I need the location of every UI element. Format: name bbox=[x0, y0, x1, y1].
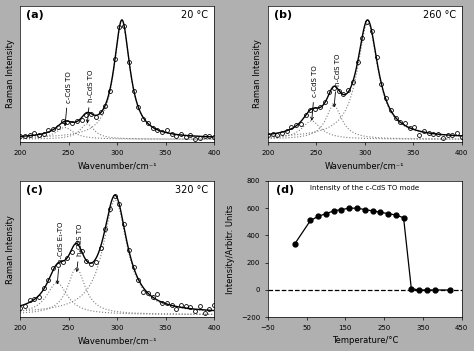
Text: c-CdS TO: c-CdS TO bbox=[310, 65, 319, 120]
Text: (c): (c) bbox=[26, 185, 43, 195]
Text: (b): (b) bbox=[273, 9, 292, 20]
Text: Intensity of the c-CdS TO mode: Intensity of the c-CdS TO mode bbox=[310, 185, 419, 191]
Y-axis label: Raman Intensity: Raman Intensity bbox=[6, 39, 15, 108]
Text: c-CdS TO: c-CdS TO bbox=[64, 71, 72, 126]
Text: h-CdS TO: h-CdS TO bbox=[333, 54, 341, 107]
X-axis label: Wavenumber/cm⁻¹: Wavenumber/cm⁻¹ bbox=[77, 161, 157, 170]
Text: 320 °C: 320 °C bbox=[175, 185, 208, 195]
Y-axis label: Raman Intensity: Raman Intensity bbox=[6, 215, 15, 284]
Text: h-CdS TO: h-CdS TO bbox=[86, 70, 94, 122]
Text: (d): (d) bbox=[275, 185, 294, 195]
X-axis label: Temperature/°C: Temperature/°C bbox=[332, 337, 398, 345]
Text: 260 °C: 260 °C bbox=[423, 9, 456, 20]
Text: h-CdS E₁-TO: h-CdS E₁-TO bbox=[56, 222, 64, 284]
X-axis label: Wavenumber/cm⁻¹: Wavenumber/cm⁻¹ bbox=[325, 161, 404, 170]
Text: 20 °C: 20 °C bbox=[181, 9, 208, 20]
Y-axis label: Raman Intensity: Raman Intensity bbox=[253, 39, 262, 108]
X-axis label: Wavenumber/cm⁻¹: Wavenumber/cm⁻¹ bbox=[77, 337, 157, 345]
Text: h-CdS TO: h-CdS TO bbox=[76, 224, 83, 271]
Text: (a): (a) bbox=[26, 9, 44, 20]
Y-axis label: Intensity/Arbitr. Units: Intensity/Arbitr. Units bbox=[226, 204, 235, 294]
